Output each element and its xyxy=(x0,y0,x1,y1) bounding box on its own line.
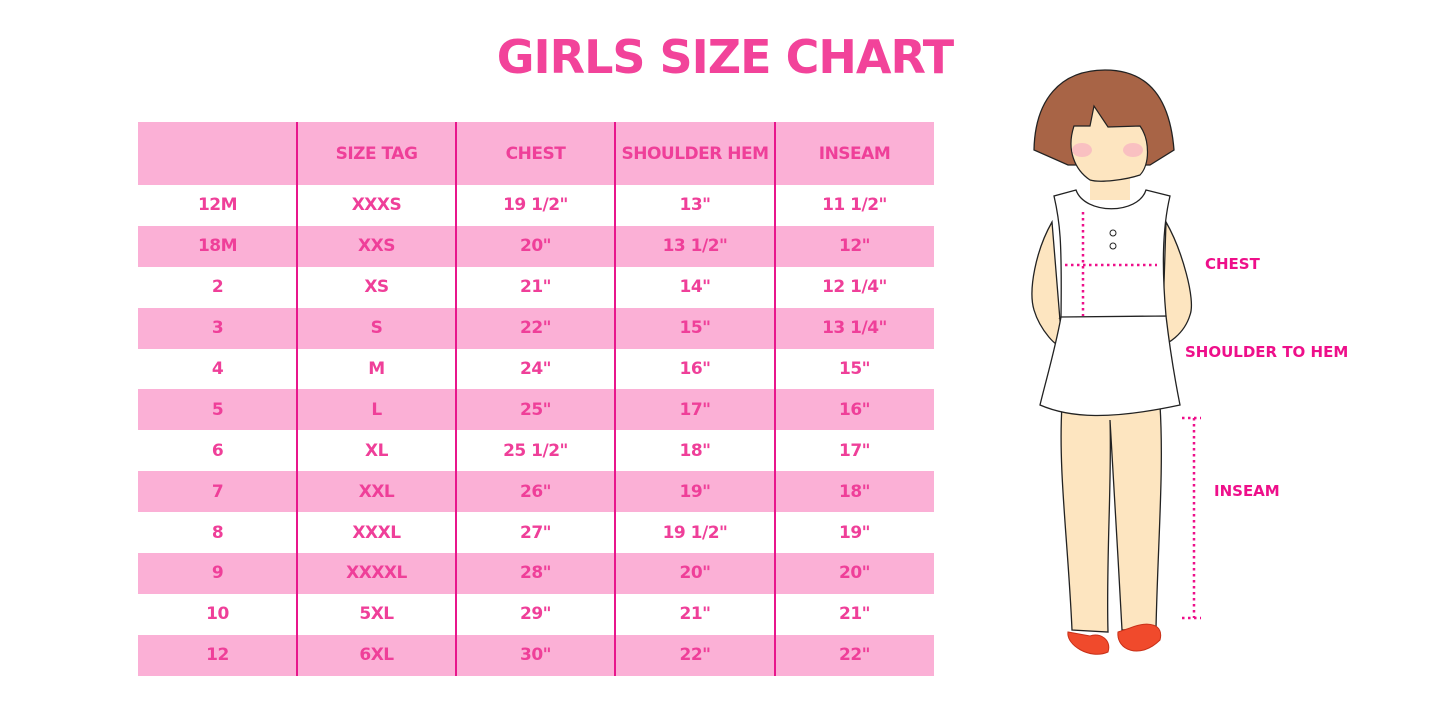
table-cell: L xyxy=(371,399,382,420)
table-cell: 21" xyxy=(519,277,552,298)
table-cell: 18" xyxy=(838,481,871,502)
table-cell: 17" xyxy=(838,440,871,461)
table-cell: XXXL xyxy=(352,522,401,543)
table-cell: 25 1/2" xyxy=(503,440,568,461)
legs xyxy=(1060,404,1162,633)
table-cell: 13 1/2" xyxy=(662,236,728,257)
table-cell: 12 1/4" xyxy=(822,277,887,298)
table-cell: 6XL xyxy=(359,645,394,666)
table-cell: 15" xyxy=(679,318,711,339)
table-cell: XXXXL xyxy=(346,563,407,584)
shoes xyxy=(1067,623,1162,655)
table-cell: 22" xyxy=(519,318,552,339)
table-cell: 22" xyxy=(838,645,871,666)
table-cell: 9 xyxy=(211,563,224,584)
face xyxy=(1070,104,1149,182)
table-row: 12 6XL 30" 22" 22" xyxy=(138,634,934,676)
table-cell: 12" xyxy=(838,236,871,257)
table-row: 7 XXL 26" 19" 18" xyxy=(138,471,934,513)
table-row: 2 XS 21" 14" 12 1/4" xyxy=(138,267,934,308)
column-header: INSEAM xyxy=(818,143,891,164)
table-cell: 21" xyxy=(679,604,711,625)
table-cell: 19" xyxy=(679,481,711,502)
table-cell: 15" xyxy=(838,359,871,379)
table-cell: XS xyxy=(364,277,389,298)
chest-label: CHEST xyxy=(1205,255,1260,273)
table-cell: 29" xyxy=(519,604,552,625)
table-cell: 20" xyxy=(679,563,711,584)
table-cell: 7 xyxy=(211,481,224,502)
table-cell: 25" xyxy=(519,399,552,420)
column-divider xyxy=(774,122,776,676)
table-cell: 26" xyxy=(519,481,552,502)
size-table: SIZE TAG CHEST SHOULDER HEM INSEAM 12M XXXS 19… xyxy=(138,122,934,676)
table-cell: XXXS xyxy=(351,195,402,216)
page-title: GIRLS SIZE CHART xyxy=(496,30,954,84)
header-row: SIZE TAG CHEST SHOULDER HEM INSEAM xyxy=(138,122,934,185)
table-cell: 4 xyxy=(211,359,224,379)
table-row: 3 S 22" 15" 13 1/4" xyxy=(138,307,934,349)
column-divider xyxy=(296,122,298,676)
table-cell: 19 1/2" xyxy=(503,195,568,216)
table-cell: 2 xyxy=(211,277,224,298)
table-cell: 12M xyxy=(197,195,238,216)
table-cell: 21" xyxy=(838,604,871,625)
table-cell: 22" xyxy=(679,645,711,666)
table-cell: 13 1/4" xyxy=(822,318,887,339)
table-cell: 14" xyxy=(679,277,711,298)
table-cell: 5 xyxy=(211,399,224,420)
table-cell: 16" xyxy=(838,399,871,420)
table-row: 8 XXXL 27" 19 1/2" 19" xyxy=(138,512,934,553)
inseam-label: INSEAM xyxy=(1214,482,1280,500)
table-cell: 19" xyxy=(838,522,871,543)
dress xyxy=(1053,189,1171,319)
column-divider xyxy=(455,122,457,676)
table-cell: 16" xyxy=(679,359,711,379)
table-cell: 27" xyxy=(519,522,552,543)
table-cell: 12 xyxy=(206,645,229,666)
table-cell: 24" xyxy=(519,359,552,379)
table-cell: XL xyxy=(365,440,388,461)
column-header: SIZE TAG xyxy=(335,143,418,164)
table-cell: 3 xyxy=(211,318,224,339)
column-header: CHEST xyxy=(505,143,566,164)
table-cell: 13" xyxy=(679,195,711,216)
table-cell: 10 xyxy=(206,604,229,625)
table-cell: 18M xyxy=(197,236,238,257)
table-cell: XXL xyxy=(358,481,395,502)
table-cell: S xyxy=(370,318,383,339)
column-divider xyxy=(614,122,616,676)
table-cell: 18" xyxy=(679,440,711,461)
table-row: 18M XXS 20" 13 1/2" 12" xyxy=(138,225,934,267)
table-cell: 8 xyxy=(211,522,224,543)
table-row: 6 XL 25 1/2" 18" 17" xyxy=(138,430,934,471)
table-row: 12M XXXS 19 1/2" 13" 11 1/2" xyxy=(138,185,934,226)
table-cell: 6 xyxy=(211,440,224,461)
table-cell: 19 1/2" xyxy=(662,522,728,543)
table-cell: 30" xyxy=(519,645,552,666)
table-cell: 5XL xyxy=(359,604,394,625)
table-row: 5 L 25" 17" 16" xyxy=(138,389,934,431)
table-cell: 17" xyxy=(679,399,711,420)
table-cell: 11 1/2" xyxy=(822,195,887,216)
table-row: 10 5XL 29" 21" 21" xyxy=(138,594,934,635)
shoulder-to-hem-label: SHOULDER TO HEM xyxy=(1185,343,1349,361)
table-row: 4 M 24" 16" 15" xyxy=(138,349,934,390)
table-cell: 28" xyxy=(519,563,552,584)
table-cell: M xyxy=(368,359,385,379)
column-header: SHOULDER HEM xyxy=(621,143,769,164)
table-row: 9 XXXXL 28" 20" 20" xyxy=(138,553,934,594)
table-cell: 20" xyxy=(838,563,871,584)
table-cell: XXS xyxy=(358,236,395,257)
table-cell: 20" xyxy=(519,236,552,257)
